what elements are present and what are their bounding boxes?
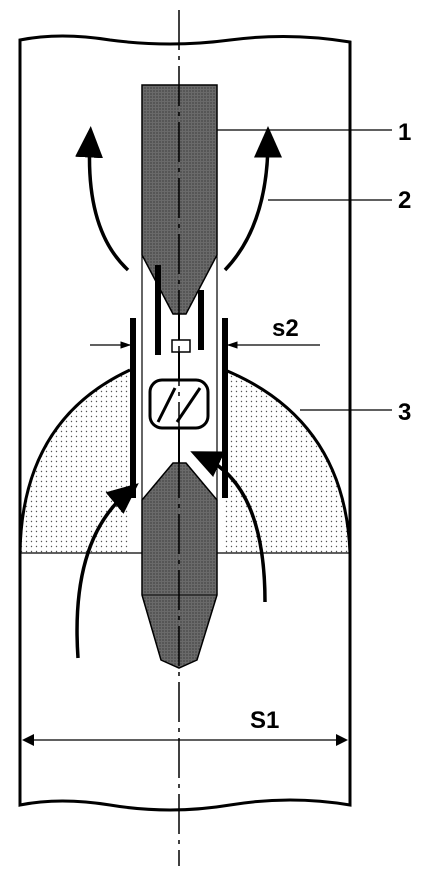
label-part-3: 3 bbox=[398, 399, 411, 426]
dotted-mound bbox=[20, 370, 130, 553]
label-part-1: 1 bbox=[398, 119, 411, 146]
gap-marker bbox=[171, 339, 191, 353]
dotted-mound-right bbox=[225, 370, 350, 553]
right-side-plate bbox=[222, 318, 228, 498]
flow-arrow-bottom-right bbox=[190, 451, 267, 603]
flow-arrow-top-right bbox=[223, 126, 282, 272]
label-width-s1: S1 bbox=[250, 707, 279, 734]
label-gap-s2: s2 bbox=[272, 315, 299, 342]
left-side-plate bbox=[130, 318, 136, 498]
flow-arrow-bottom-left bbox=[75, 483, 139, 659]
mound-outline-left bbox=[18, 368, 131, 554]
lower-rod bbox=[141, 462, 218, 669]
flow-arrow-top-left bbox=[75, 126, 130, 272]
label-part-2: 2 bbox=[398, 187, 411, 214]
mound-outline-right bbox=[224, 368, 352, 554]
